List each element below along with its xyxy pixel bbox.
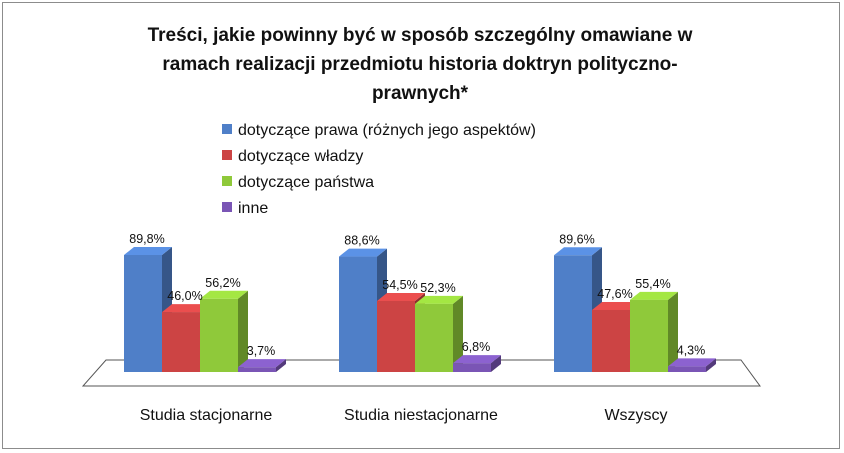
- bar-top: [238, 359, 286, 368]
- legend-swatch: [222, 150, 232, 160]
- chart-svg: Treści, jakie powinny być w sposób szcze…: [81, 25, 761, 424]
- legend-swatch: [222, 176, 232, 186]
- bar-side: [238, 290, 248, 372]
- bar-side: [453, 295, 463, 372]
- bar-front: [592, 309, 630, 372]
- bars: [124, 247, 716, 372]
- bar-side: [706, 358, 716, 372]
- bar: [415, 295, 463, 372]
- data-label: 47,6%: [597, 287, 632, 301]
- data-label: 46,0%: [167, 289, 202, 303]
- category-label: Studia niestacjonarne: [344, 407, 498, 424]
- bar-top: [630, 291, 678, 300]
- data-label: 56,2%: [205, 276, 240, 290]
- chart-title-line-2: ramach realizacji przedmiotu historia do…: [162, 54, 677, 75]
- bar-front: [377, 300, 415, 372]
- bar-top: [592, 301, 640, 310]
- legend-label: dotyczące państwa: [238, 174, 374, 191]
- bar-side: [491, 355, 501, 372]
- category-label: Studia stacjonarne: [140, 407, 273, 424]
- bar-front: [415, 303, 453, 372]
- bar-front: [554, 255, 592, 372]
- data-label: 54,5%: [382, 278, 417, 292]
- bar-front: [238, 367, 276, 372]
- bar-front: [630, 299, 668, 372]
- chart-title: Treści, jakie powinny być w sposób szcze…: [148, 25, 693, 104]
- bar-front: [124, 255, 162, 372]
- bar-front: [668, 366, 706, 372]
- bar-top: [377, 292, 425, 301]
- bar: [668, 358, 716, 372]
- bar-front: [339, 256, 377, 372]
- data-label: 88,6%: [344, 234, 379, 248]
- legend-swatch: [222, 124, 232, 134]
- legend-label: inne: [238, 200, 268, 217]
- bar: [453, 355, 501, 372]
- data-label: 89,8%: [129, 232, 164, 246]
- data-label: 6,8%: [462, 340, 491, 354]
- data-label: 52,3%: [420, 281, 455, 295]
- data-labels: 89,8% 46,0%56,2% 3,7% 88,6% 54,5% 52,3% 6,8% 89…: [129, 232, 705, 358]
- bar-side: [276, 359, 286, 372]
- chart-frame: Treści, jakie powinny być w sposób szcze…: [2, 2, 840, 449]
- chart-title-line-1: Treści, jakie powinny być w sposób szcze…: [148, 25, 693, 46]
- data-label: 89,6%: [559, 232, 594, 246]
- bar-top: [415, 295, 463, 304]
- bar-top: [453, 355, 501, 364]
- bar: [200, 290, 248, 372]
- data-label: 55,4%: [635, 277, 670, 291]
- category-labels: Studia stacjonarne Studia niestacjonarne W…: [140, 407, 668, 424]
- bar-front: [200, 298, 238, 372]
- chart-title-line-3: prawnych*: [372, 83, 469, 104]
- bar-top: [200, 290, 248, 299]
- bar: [238, 359, 286, 372]
- data-label: 3,7%: [247, 344, 276, 358]
- bar-top: [668, 358, 716, 367]
- legend-label: dotyczące władzy: [238, 148, 363, 165]
- legend: dotyczące prawa (różnych jego aspektów) d…: [222, 122, 536, 217]
- bar-side: [668, 291, 678, 372]
- bar-top: [162, 304, 210, 313]
- bar-front: [162, 312, 200, 372]
- category-label: Wszyscy: [604, 407, 667, 424]
- bar-top: [339, 248, 387, 257]
- legend-swatch: [222, 202, 232, 212]
- bar: [630, 291, 678, 372]
- data-label: 4,3%: [677, 343, 706, 357]
- bar-front: [453, 363, 491, 372]
- legend-label: dotyczące prawa (różnych jego aspektów): [238, 122, 536, 139]
- bar-top: [124, 247, 172, 255]
- bar-top: [554, 247, 602, 256]
